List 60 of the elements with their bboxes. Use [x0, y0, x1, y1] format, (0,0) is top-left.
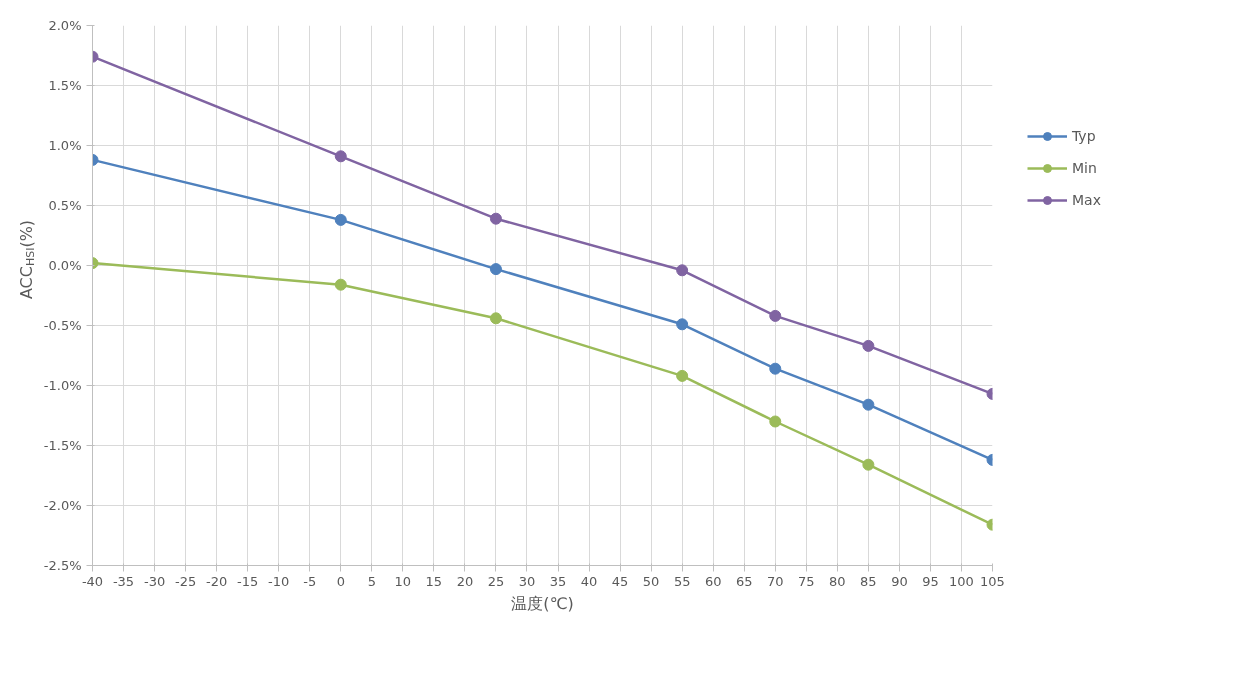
- legend-label: Min: [1072, 160, 1097, 176]
- point: [769, 415, 782, 428]
- x-tick-label: -30: [143, 573, 166, 589]
- x-tick-label: 15: [425, 573, 443, 589]
- x-tick-label: 65: [735, 573, 753, 589]
- point: [334, 213, 347, 226]
- x-tick-label: 105: [980, 573, 1005, 589]
- point: [489, 312, 502, 325]
- x-tick-label: 5: [367, 573, 376, 589]
- y-tick-label: -0.5%: [43, 318, 82, 333]
- x-tick-label: 80: [829, 573, 846, 589]
- y-tick-label: -2.5%: [43, 558, 82, 573]
- x-tick-label: 75: [798, 573, 815, 589]
- point: [676, 264, 689, 277]
- x-tick-label: -20: [206, 573, 228, 589]
- x-tick-label: 100: [949, 573, 974, 589]
- x-tick-label: 85: [860, 573, 877, 589]
- x-tick-label: 10: [394, 573, 412, 589]
- x-tick-label: 90: [891, 573, 908, 589]
- y-tick-label: 0.0%: [48, 258, 82, 273]
- y-tick-label: 1.5%: [48, 78, 82, 93]
- point: [862, 398, 875, 411]
- x-tick-label: 50: [642, 573, 660, 589]
- y-tick-label: -1.0%: [43, 378, 82, 393]
- point: [489, 263, 502, 276]
- y-axis-title: ACCHSI(%): [17, 219, 37, 300]
- x-tick-label: 70: [766, 573, 784, 589]
- point: [769, 309, 782, 322]
- x-tick-label: 30: [518, 573, 536, 589]
- point: [489, 212, 502, 225]
- x-axis-title: 温度(℃): [511, 593, 574, 613]
- x-tick-label: 55: [673, 573, 691, 589]
- x-tick-label: 20: [456, 573, 474, 589]
- point: [862, 339, 875, 352]
- x-tick-label: -40: [81, 573, 104, 589]
- y-tick-label: 2.0%: [48, 18, 82, 33]
- y-tick-label: 0.5%: [48, 198, 82, 213]
- x-tick-label: 0: [336, 573, 345, 589]
- x-tick-label: -15: [237, 573, 259, 589]
- x-tick-label: -10: [268, 573, 290, 589]
- x-tick-label: -5: [303, 573, 317, 589]
- x-tick-label: -25: [174, 573, 197, 589]
- x-tick-label: 25: [487, 573, 505, 589]
- point: [334, 150, 347, 163]
- x-tick-label: 60: [704, 573, 722, 589]
- x-tick-label: 35: [549, 573, 567, 589]
- point: [862, 458, 875, 471]
- x-tick-label: -35: [112, 573, 135, 589]
- y-tick-label: 1.0%: [48, 138, 82, 153]
- point: [769, 362, 782, 375]
- y-tick-label: -1.5%: [43, 438, 82, 453]
- legend-label: Typ: [1072, 128, 1096, 144]
- legend-label: Max: [1072, 192, 1101, 208]
- x-tick-label: 95: [922, 573, 939, 589]
- point: [676, 369, 689, 382]
- x-tick-label: 40: [580, 573, 598, 589]
- y-tick-label: -2.0%: [43, 498, 82, 513]
- x-tick-label: 45: [611, 573, 629, 589]
- point: [334, 278, 347, 291]
- point: [676, 318, 689, 331]
